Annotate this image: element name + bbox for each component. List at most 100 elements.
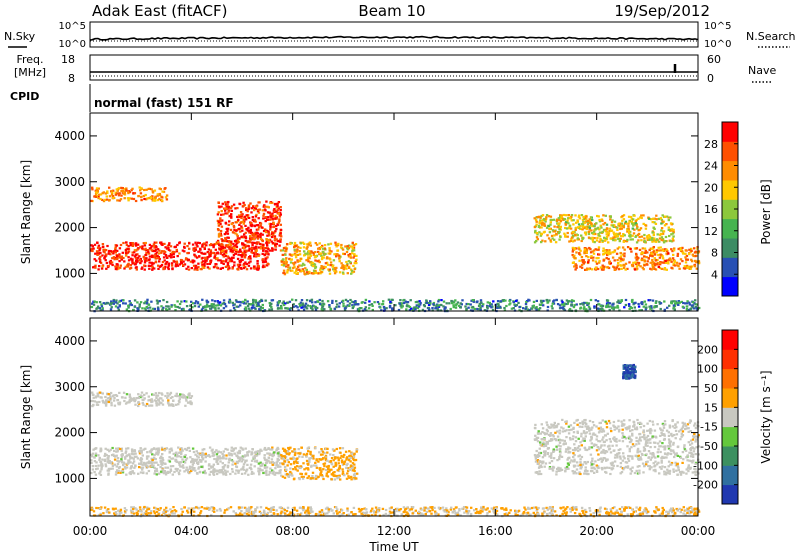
heatmap-cell [174, 454, 178, 457]
heatmap-cell [141, 266, 144, 269]
heatmap-cell [570, 304, 573, 307]
heatmap-cell [104, 452, 107, 455]
heatmap-cell [104, 458, 107, 461]
heatmap-cell [314, 447, 317, 450]
heatmap-cell [95, 468, 98, 471]
heatmap-cell [347, 459, 351, 462]
heatmap-cell [241, 258, 244, 262]
heatmap-cell [630, 306, 633, 310]
heatmap-cell [352, 301, 355, 304]
heatmap-cell [296, 268, 300, 271]
heatmap-cell [296, 469, 299, 472]
heatmap-cell [91, 186, 94, 189]
heatmap-cell [605, 252, 609, 255]
heatmap-cell [341, 299, 345, 302]
heatmap-cell [349, 456, 352, 460]
heatmap-cell [167, 264, 170, 267]
heatmap-cell [206, 305, 209, 308]
heatmap-cell [95, 403, 99, 406]
heatmap-cell [383, 308, 387, 311]
heatmap-cell [514, 299, 518, 303]
heatmap-cell [125, 447, 128, 450]
heatmap-cell [654, 268, 658, 271]
heatmap-cell [250, 471, 254, 474]
heatmap-cell [175, 248, 178, 251]
heatmap-cell [445, 302, 448, 305]
heatmap-cell [162, 472, 166, 475]
heatmap-cell [626, 230, 629, 233]
heatmap-cell [241, 448, 245, 451]
heatmap-cell [90, 199, 93, 202]
heatmap-cell [111, 263, 114, 267]
heatmap-cell [663, 268, 667, 271]
heatmap-cell [214, 304, 218, 307]
heatmap-cell [324, 266, 327, 269]
heatmap-cell [582, 262, 585, 265]
heatmap-cell [275, 216, 278, 219]
heatmap-cell [677, 301, 680, 304]
heatmap-cell [252, 456, 255, 459]
heatmap-cell [150, 249, 153, 252]
heatmap-cell [271, 201, 274, 204]
heatmap-cell [347, 260, 351, 263]
heatmap-cell [325, 257, 329, 260]
heatmap-cell [253, 209, 256, 212]
heatmap-cell [543, 465, 546, 468]
heatmap-cell [388, 306, 392, 309]
heatmap-cell [305, 452, 309, 455]
heatmap-cell [227, 223, 230, 226]
heatmap-cell [305, 454, 308, 457]
heatmap-cell [570, 299, 574, 302]
heatmap-cell [203, 246, 206, 249]
heatmap-cell [605, 426, 609, 429]
heatmap-cell [301, 262, 305, 265]
heatmap-cell [257, 450, 260, 453]
heatmap-cell [616, 454, 619, 457]
heatmap-cell [215, 266, 219, 269]
heatmap-cell [261, 469, 264, 472]
heatmap-cell [192, 461, 195, 464]
heatmap-cell [177, 471, 181, 474]
heatmap-cell [273, 236, 277, 240]
heatmap-cell [641, 252, 644, 255]
freq-strip-frame [89, 54, 699, 81]
heatmap-cell [281, 447, 285, 450]
heatmap-cell [160, 397, 163, 400]
heatmap-cell [337, 462, 340, 465]
heatmap-cell [130, 448, 134, 451]
heatmap-cell [443, 307, 446, 310]
power-panel-frame [89, 112, 699, 312]
heatmap-cell [211, 299, 214, 302]
heatmap-cell [107, 302, 110, 305]
heatmap-cell [570, 236, 574, 239]
heatmap-cell [475, 300, 478, 303]
heatmap-cell [678, 430, 681, 433]
heatmap-cell [334, 241, 337, 244]
heatmap-cell [164, 466, 167, 469]
heatmap-cell [217, 307, 220, 310]
heatmap-cell [418, 300, 421, 303]
heatmap-cell [694, 440, 697, 443]
heatmap-cell [152, 262, 155, 265]
heatmap-cell [365, 309, 368, 312]
heatmap-cell [303, 242, 306, 245]
heatmap-cell [407, 305, 410, 308]
heatmap-cell [194, 241, 197, 244]
heatmap-cell [622, 266, 626, 270]
heatmap-cell [222, 450, 225, 453]
nsearch-label: N.Search [746, 30, 796, 43]
heatmap-cell [294, 261, 297, 264]
heatmap-cell [101, 243, 105, 246]
heatmap-cell [216, 213, 220, 216]
heatmap-cell [134, 254, 137, 257]
heatmap-cell [609, 215, 612, 218]
heatmap-cell [565, 299, 569, 302]
heatmap-cell [186, 252, 189, 255]
heatmap-cell [623, 234, 626, 237]
heatmap-cell [116, 463, 120, 466]
heatmap-cell [222, 260, 225, 263]
heatmap-cell [233, 228, 236, 231]
heatmap-cell [104, 447, 107, 450]
heatmap-cell [309, 305, 312, 308]
heatmap-cell [698, 306, 701, 310]
